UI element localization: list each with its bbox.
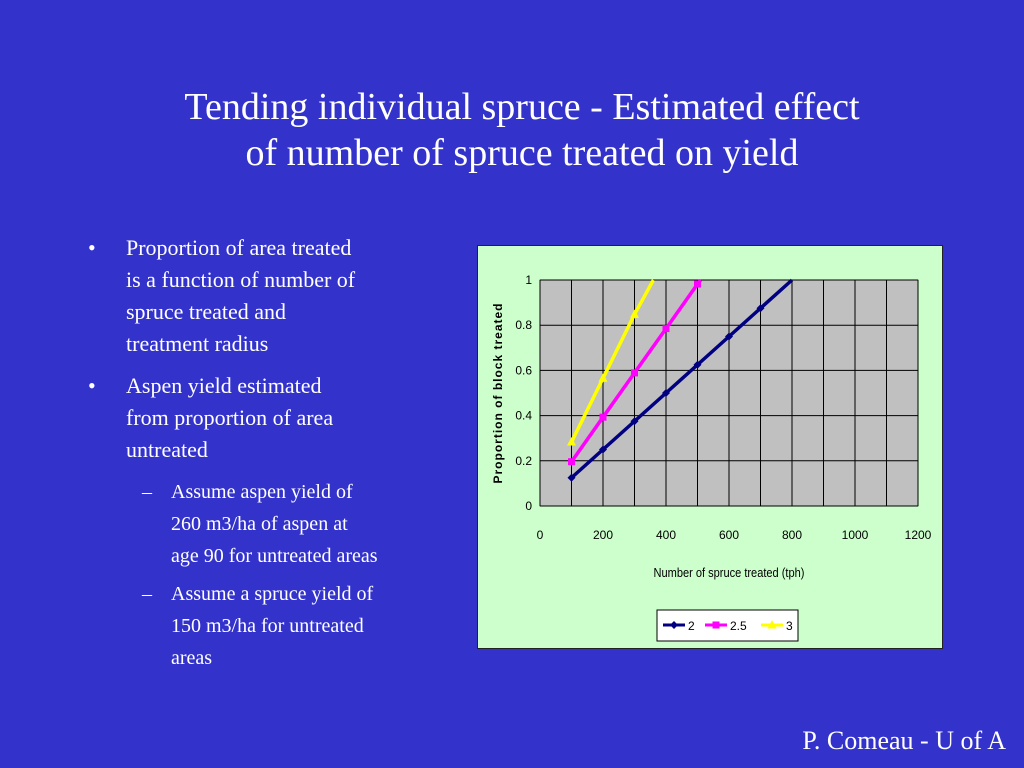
sub-bullet-line: Assume aspen yield of (171, 481, 353, 503)
data-point-diamond (670, 621, 678, 629)
sub-bullet-line: age 90 for untreated areas (171, 545, 378, 567)
slide-title-line-1: Tending individual spruce - Estimated ef… (184, 86, 860, 128)
bullet-line: Aspen yield estimated (126, 373, 322, 398)
bullet-line: from proportion of area (126, 405, 334, 430)
y-axis-ticks: 0 0.2 0.4 0.6 0.8 1 (515, 273, 532, 513)
y-tick-label: 0.8 (515, 318, 532, 332)
sub-bullet-line: 260 m3/ha of aspen at (171, 513, 348, 535)
bullet-list: • Proportion of area treated is a functi… (88, 232, 448, 680)
series-layer (567, 278, 794, 482)
sub-bullet-line: Assume a spruce yield of (171, 583, 374, 605)
line-chart: 0 0.2 0.4 0.6 0.8 1 0 200 400 600 800 1000 1200 Num… (491, 273, 932, 642)
sub-bullet-line: 150 m3/ha for untreated (171, 615, 364, 637)
bullet-mark: • (88, 235, 96, 260)
data-point-triangle (630, 309, 639, 318)
bullet-mark: • (88, 373, 96, 398)
data-point-triangle (767, 620, 777, 629)
data-point-square (712, 621, 720, 629)
bullet-line: Proportion of area treated (126, 235, 352, 260)
slide-title-line-2: of number of spruce treated on yield (245, 132, 799, 174)
legend-label: 2.5 (730, 619, 747, 633)
data-point-diamond (630, 417, 639, 426)
sub-bullet-item: – Assume a spruce yield of 150 m3/ha for… (88, 578, 448, 674)
bullet-line: treatment radius (126, 331, 269, 356)
sub-bullet-item: – Assume aspen yield of 260 m3/ha of asp… (88, 476, 448, 572)
slide-title: Tending individual spruce - Estimated ef… (60, 84, 984, 176)
bullet-line: untreated (126, 437, 208, 462)
series-line-2 (570, 278, 794, 480)
x-axis-label: Number of spruce treated (tph) (654, 565, 805, 580)
data-point-diamond (725, 332, 733, 341)
data-point-square (599, 413, 607, 421)
sub-bullet-line: areas (171, 647, 213, 669)
x-tick-label: 1200 (905, 528, 932, 542)
footer-credit: P. Comeau - U of A (802, 726, 1006, 755)
legend-label: 2 (688, 619, 695, 633)
chart-legend: 2 2.5 3 (656, 609, 799, 642)
y-axis-label: Proportion of block treated (491, 302, 505, 483)
y-tick-label: 0.2 (515, 454, 532, 468)
data-point-triangle (567, 437, 576, 446)
x-tick-label: 800 (782, 528, 802, 542)
bullet-line: spruce treated and (126, 299, 287, 324)
x-tick-label: 200 (593, 528, 613, 542)
y-tick-label: 1 (525, 273, 532, 287)
y-tick-label: 0.4 (515, 409, 532, 423)
sub-bullet-mark: – (142, 481, 152, 503)
bullet-line: is a function of number of (126, 267, 356, 292)
data-point-square (694, 280, 701, 288)
grid-lines (539, 279, 919, 507)
y-tick-label: 0 (525, 499, 532, 513)
x-tick-label: 1000 (842, 528, 869, 542)
data-point-diamond (567, 473, 576, 482)
data-point-square (568, 458, 575, 466)
data-point-triangle (598, 373, 608, 382)
sub-bullet-mark: – (142, 583, 152, 605)
x-tick-label: 400 (656, 528, 676, 542)
data-point-diamond (599, 445, 607, 454)
bullet-item: • Proportion of area treated is a functi… (88, 232, 448, 360)
data-point-diamond (693, 360, 702, 369)
x-axis-ticks: 0 200 400 600 800 1000 1200 (537, 528, 932, 542)
bullet-item: • Aspen yield estimated from proportion … (88, 370, 448, 466)
data-point-diamond (662, 389, 670, 397)
x-tick-label: 0 (537, 528, 544, 542)
data-point-diamond (756, 304, 765, 313)
series-line-3 (569, 279, 655, 443)
data-point-square (631, 369, 638, 377)
y-tick-label: 0.6 (515, 363, 532, 377)
data-point-square (662, 325, 670, 333)
x-tick-label: 600 (719, 528, 739, 542)
chart-container: 0 0.2 0.4 0.6 0.8 1 0 200 400 600 800 1000 1200 Num… (477, 245, 943, 649)
legend-label: 3 (786, 619, 793, 633)
